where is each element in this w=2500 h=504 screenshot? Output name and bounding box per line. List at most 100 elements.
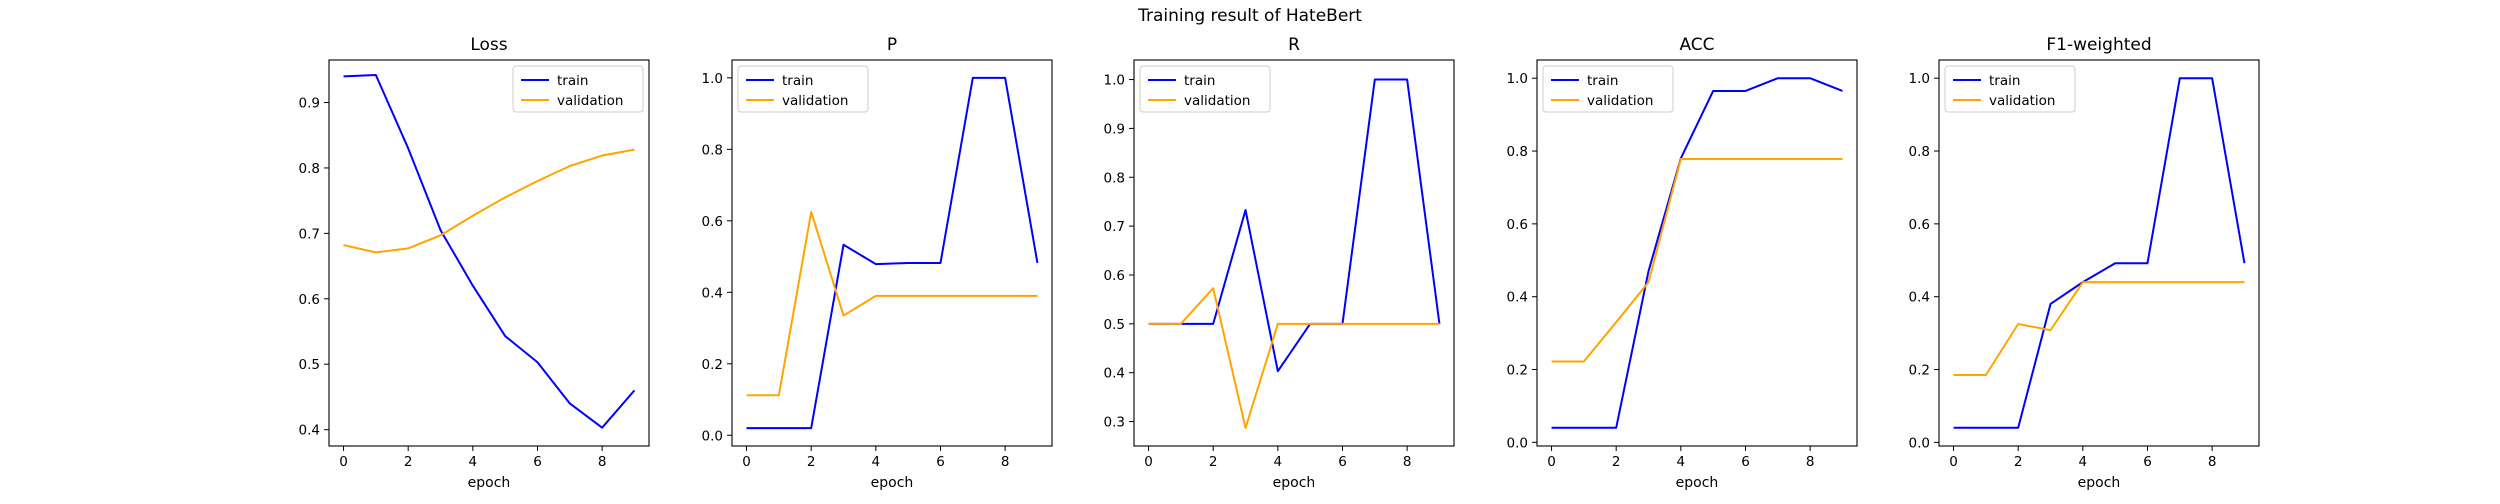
- x-axis-label: epoch: [2078, 475, 2121, 491]
- legend: train validation: [1944, 65, 2076, 113]
- axes-frame: [1133, 59, 1455, 447]
- x-tick-label: 2: [2014, 454, 2023, 470]
- y-tick-label: 0.3: [1104, 415, 1125, 431]
- x-tick-label: 6: [1338, 454, 1347, 470]
- series-line-train: [1148, 78, 1441, 373]
- y-tick-label: 1.0: [702, 71, 723, 87]
- y-tick-label: 0.5: [299, 357, 320, 373]
- series-line-validation: [343, 148, 635, 254]
- y-tick-label: 0.6: [1507, 217, 1528, 233]
- x-tick-label: 4: [872, 454, 881, 470]
- x-tick-label: 6: [1741, 454, 1750, 470]
- subplot-title: ACC: [1679, 35, 1714, 55]
- series-line-validation: [1148, 287, 1440, 429]
- y-tick-label: 1.0: [1104, 73, 1125, 89]
- axes-frame: [328, 59, 650, 447]
- legend-label-train: train: [1587, 73, 1618, 89]
- y-tick-label: 0.9: [1104, 121, 1125, 137]
- legend-label-train: train: [1989, 73, 2020, 89]
- x-tick-label: 0: [1949, 454, 1958, 470]
- y-tick-label: 0.6: [299, 292, 320, 308]
- series-line-train: [1551, 77, 1843, 429]
- x-tick-label: 4: [469, 454, 478, 470]
- subplot-title: F1-weighted: [2046, 35, 2151, 55]
- x-tick-label: 8: [598, 454, 607, 470]
- x-tick-label: 8: [1001, 454, 1010, 470]
- y-tick-label: 0.0: [702, 428, 723, 444]
- axes-frame: [731, 59, 1053, 447]
- y-tick-label: 0.0: [1507, 435, 1528, 451]
- x-tick-label: 0: [742, 454, 751, 470]
- y-tick-label: 0.4: [299, 423, 320, 439]
- x-tick-label: 2: [404, 454, 413, 470]
- y-tick-label: 0.6: [1909, 217, 1930, 233]
- x-tick-label: 0: [339, 454, 348, 470]
- x-tick-label: 8: [1806, 454, 1815, 470]
- y-tick-label: 0.4: [1507, 290, 1528, 306]
- axes-frame: [1938, 59, 2260, 447]
- y-tick-label: 0.2: [702, 357, 723, 373]
- legend-label-validation: validation: [1184, 93, 1250, 109]
- legend-label-validation: validation: [557, 93, 623, 109]
- series-line-validation: [746, 210, 1038, 397]
- y-tick-label: 0.8: [1909, 144, 1930, 160]
- x-tick-label: 4: [2079, 454, 2088, 470]
- y-tick-label: 0.7: [1104, 219, 1125, 235]
- legend-label-train: train: [782, 73, 813, 89]
- y-tick-label: 1.0: [1507, 71, 1528, 87]
- y-tick-label: 0.2: [1909, 363, 1930, 379]
- y-tick-label: 0.9: [299, 96, 320, 112]
- figure-title: Training result of HateBert: [1138, 6, 1362, 26]
- subplot-title: R: [1288, 35, 1300, 55]
- y-tick-label: 0.4: [1104, 366, 1125, 382]
- x-axis-label: epoch: [468, 475, 511, 491]
- subplot-2: P 0 2 4 6 8 epoch 0.0 0.2 0.4 0.6 0.8 1.0 train valida…: [702, 35, 1053, 491]
- legend-label-validation: validation: [1587, 93, 1653, 109]
- subplot-title: Loss: [470, 35, 507, 55]
- axes-frame: [1536, 59, 1858, 447]
- x-tick-label: 6: [533, 454, 542, 470]
- x-tick-label: 2: [1209, 454, 1218, 470]
- subplot-3: R 0 2 4 6 8 epoch 0.3 0.4 0.5 0.6 0.7 0.8 0.9 1.0 train…: [1104, 35, 1455, 491]
- x-axis-label: epoch: [871, 475, 914, 491]
- subplot-title: P: [887, 35, 897, 55]
- series-line-train: [343, 74, 636, 429]
- legend: train validation: [512, 65, 644, 113]
- legend-label-train: train: [557, 73, 588, 89]
- subplot-1: Loss 0 2 4 6 8 epoch 0.4 0.5 0.6 0.7 0.8 0.9 train val…: [299, 35, 650, 491]
- y-tick-label: 0.2: [1507, 363, 1528, 379]
- x-tick-label: 8: [1403, 454, 1412, 470]
- y-tick-label: 0.0: [1909, 435, 1930, 451]
- x-axis-label: epoch: [1273, 475, 1316, 491]
- y-tick-label: 0.6: [702, 214, 723, 230]
- series-line-train: [1953, 77, 2246, 429]
- subplot-4: ACC 0 2 4 6 8 epoch 0.0 0.2 0.4 0.6 0.8 1.0 train vali…: [1507, 35, 1858, 491]
- legend: train validation: [737, 65, 869, 113]
- x-axis-label: epoch: [1676, 475, 1719, 491]
- y-tick-label: 0.8: [1104, 170, 1125, 186]
- legend-label-validation: validation: [782, 93, 848, 109]
- legend: train validation: [1542, 65, 1674, 113]
- series-line-validation: [1953, 281, 2245, 376]
- y-tick-label: 0.6: [1104, 268, 1125, 284]
- subplot-5: F1-weighted 0 2 4 6 8 epoch 0.0 0.2 0.4 0.6 0.8 1.0 t…: [1909, 35, 2260, 491]
- x-tick-label: 2: [807, 454, 816, 470]
- x-tick-label: 6: [2143, 454, 2152, 470]
- x-tick-label: 4: [1274, 454, 1283, 470]
- x-tick-label: 0: [1547, 454, 1556, 470]
- y-tick-label: 0.7: [299, 226, 320, 242]
- y-tick-label: 0.8: [299, 161, 320, 177]
- x-tick-label: 4: [1677, 454, 1686, 470]
- y-tick-label: 0.4: [702, 285, 723, 301]
- series-line-validation: [1551, 158, 1843, 363]
- y-tick-label: 0.4: [1909, 290, 1930, 306]
- x-tick-label: 0: [1144, 454, 1153, 470]
- x-tick-label: 2: [1612, 454, 1621, 470]
- series-line-train: [746, 76, 1039, 430]
- y-tick-label: 0.8: [702, 142, 723, 158]
- y-tick-label: 0.5: [1104, 317, 1125, 333]
- x-tick-label: 8: [2208, 454, 2217, 470]
- y-tick-label: 0.8: [1507, 144, 1528, 160]
